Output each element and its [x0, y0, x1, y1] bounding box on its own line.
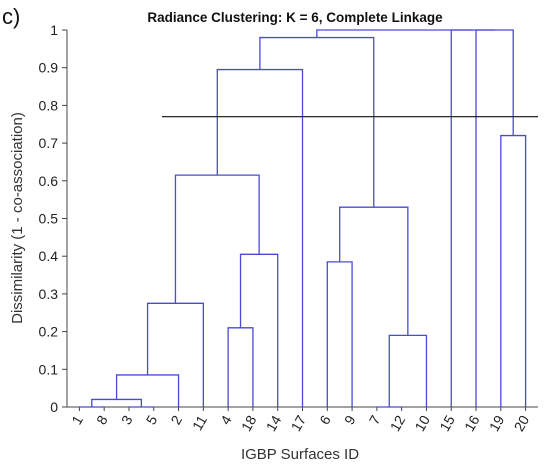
x-tick-label: 14 [263, 412, 285, 434]
dendrogram-link [316, 29, 473, 38]
panel-label: c) [2, 4, 20, 29]
dendrogram-link [450, 29, 495, 407]
dendrogram-link [500, 134, 527, 407]
x-tick-label: 6 [316, 412, 334, 427]
dendrogram-link [239, 253, 279, 407]
x-tick-label: 19 [486, 412, 508, 434]
y-tick-label: 0.7 [39, 135, 59, 151]
y-tick-label: 0.4 [39, 248, 59, 264]
dendrogram-link [227, 327, 254, 407]
x-tick-label: 16 [461, 412, 483, 434]
x-tick-label: 4 [217, 412, 235, 427]
x-tick-label: 2 [167, 412, 185, 427]
x-tick-label: 3 [118, 412, 136, 427]
x-tick-label: 5 [143, 412, 161, 427]
dendrogram-link [115, 374, 180, 407]
x-tick-label: 17 [287, 412, 309, 434]
x-tick-label: 1 [68, 412, 86, 427]
chart-title: Radiance Clustering: K = 6, Complete Lin… [147, 10, 443, 25]
y-tick-label: 0.9 [39, 60, 59, 76]
x-axis-label: IGBP Surfaces ID [241, 446, 359, 463]
x-tick-label: 9 [341, 412, 359, 427]
y-tick-label: 1 [50, 22, 58, 38]
x-tick-label: 20 [511, 412, 533, 434]
y-tick-label: 0.1 [39, 361, 59, 377]
x-tick-label: 18 [238, 412, 260, 434]
x-ticks: 1 8 3 5 2 11 4 18 14 17 6 9 7 12 10 15 16 19 20 [68, 407, 532, 434]
dendrogram-link [174, 174, 260, 304]
dendrogram-links [79, 29, 527, 408]
y-tick-label: 0 [50, 399, 58, 415]
plot-area: 00.10.20.30.40.50.60.70.80.91 1 8 3 5 2 11 4 18… [39, 22, 538, 434]
dendrogram-link [475, 29, 514, 407]
x-tick-label: 12 [387, 412, 409, 434]
y-tick-label: 0.5 [39, 211, 59, 227]
x-tick-label: 15 [436, 412, 458, 434]
y-ticks: 0 0.1 0.2 0.3 0.4 0.5 0.6 0.7 0.8 0.9 1 [39, 22, 67, 415]
dendrogram-link [388, 334, 428, 407]
dendrogram-link [216, 68, 304, 407]
dendrogram-link [146, 302, 204, 407]
dendrogram-link [326, 261, 353, 407]
x-tick-label: 8 [93, 412, 111, 427]
y-tick-label: 0.8 [39, 97, 59, 113]
y-tick-label: 0.3 [39, 286, 59, 302]
y-axis-label: Dissimilarity (1 - co-association) [9, 112, 26, 324]
y-tick-label: 0.2 [39, 324, 59, 340]
x-tick-label: 7 [366, 412, 384, 427]
y-tick-label: 0.6 [39, 173, 59, 189]
x-tick-label: 11 [189, 412, 210, 433]
x-tick-label: 10 [411, 412, 433, 434]
dendrogram-link [91, 398, 143, 407]
dendrogram-link [259, 36, 375, 208]
dendrogram-link [339, 206, 409, 336]
